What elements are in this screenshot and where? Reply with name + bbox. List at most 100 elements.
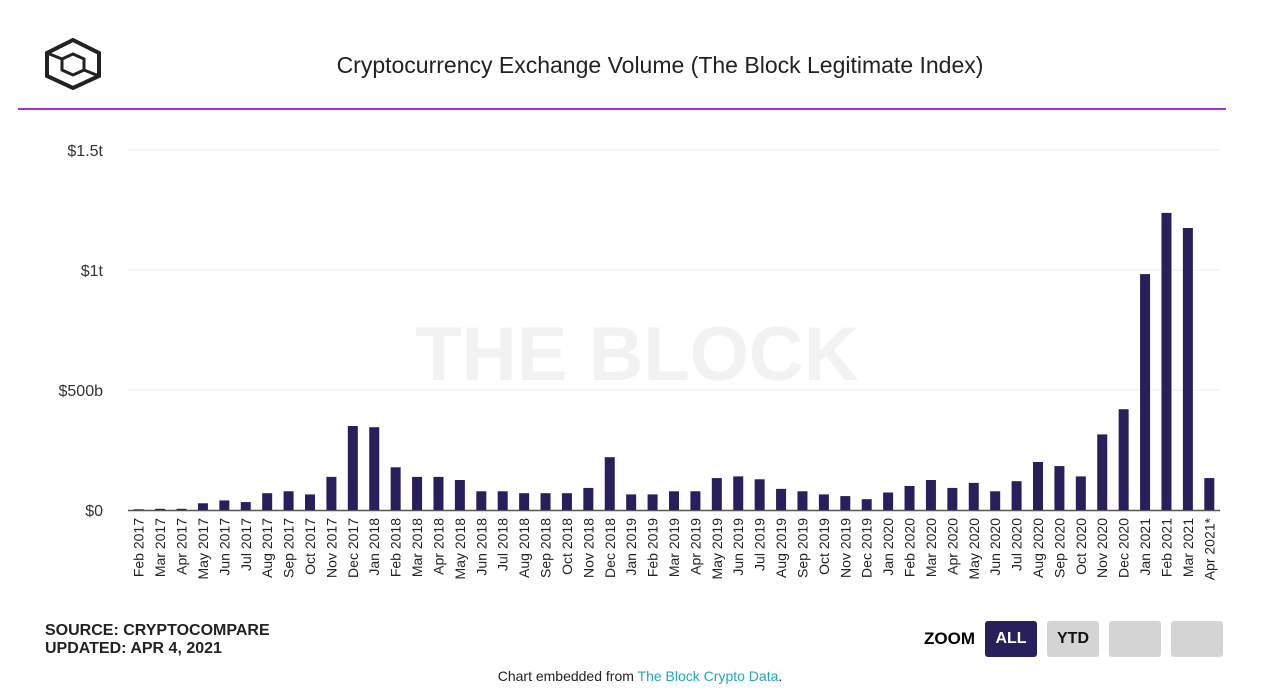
updated-label: UPDATED: APR 4, 2021 bbox=[45, 640, 222, 657]
x-tick-label: Mar 2019 bbox=[666, 518, 682, 577]
x-tick-label: Jul 2018 bbox=[495, 518, 511, 571]
x-tick-label: Dec 2019 bbox=[859, 518, 875, 578]
bar[interactable] bbox=[883, 492, 894, 510]
title-divider bbox=[18, 108, 1226, 110]
zoom-ytd-button[interactable]: YTD bbox=[1047, 621, 1099, 657]
bar[interactable] bbox=[1118, 409, 1129, 510]
embed-note: Chart embedded from The Block Crypto Dat… bbox=[0, 668, 1280, 684]
bar[interactable] bbox=[733, 476, 744, 510]
x-tick-label: May 2020 bbox=[966, 518, 982, 580]
bar[interactable] bbox=[690, 491, 701, 510]
zoom-button-3[interactable] bbox=[1109, 621, 1161, 657]
x-tick-label: Jan 2020 bbox=[880, 518, 896, 576]
bar[interactable] bbox=[711, 478, 722, 510]
bar[interactable] bbox=[240, 502, 251, 510]
bar[interactable] bbox=[133, 509, 144, 510]
y-tick-label: $0 bbox=[85, 503, 103, 520]
x-tick-label: Jun 2018 bbox=[473, 518, 489, 576]
x-tick-label: Jan 2021 bbox=[1137, 518, 1153, 576]
bar[interactable] bbox=[647, 494, 658, 510]
bar[interactable] bbox=[476, 491, 487, 510]
the-block-data-link[interactable]: The Block Crypto Data bbox=[637, 668, 779, 684]
bar[interactable] bbox=[1075, 476, 1086, 510]
bar[interactable] bbox=[776, 488, 787, 510]
bar[interactable] bbox=[604, 457, 615, 510]
bar[interactable] bbox=[1204, 478, 1215, 510]
bar[interactable] bbox=[1161, 212, 1172, 510]
x-tick-label: Aug 2018 bbox=[516, 518, 532, 578]
bar[interactable] bbox=[326, 476, 337, 510]
y-tick-label: $1.5t bbox=[67, 143, 103, 160]
chart-title: Cryptocurrency Exchange Volume (The Bloc… bbox=[336, 52, 984, 78]
x-tick-label: Apr 2017 bbox=[174, 518, 190, 575]
bar[interactable] bbox=[904, 486, 915, 510]
x-tick-label: Aug 2017 bbox=[259, 518, 275, 578]
bar[interactable] bbox=[454, 480, 465, 510]
bar[interactable] bbox=[840, 496, 851, 510]
bar[interactable] bbox=[390, 467, 401, 510]
bar[interactable] bbox=[305, 494, 315, 510]
bar[interactable] bbox=[197, 503, 208, 510]
bar[interactable] bbox=[1011, 481, 1022, 510]
x-tick-label: Oct 2019 bbox=[816, 518, 832, 575]
bar[interactable] bbox=[219, 500, 230, 510]
zoom-button-4[interactable] bbox=[1171, 621, 1223, 657]
bar[interactable] bbox=[1033, 462, 1043, 510]
bar[interactable] bbox=[540, 493, 551, 510]
bar[interactable] bbox=[1140, 274, 1151, 510]
x-tick-label: May 2019 bbox=[709, 518, 725, 580]
bar[interactable] bbox=[1097, 434, 1108, 510]
x-tick-label: Jul 2017 bbox=[238, 518, 254, 571]
bar[interactable] bbox=[583, 487, 594, 510]
watermark: THE BLOCK bbox=[415, 312, 858, 397]
x-tick-label: Jun 2020 bbox=[987, 518, 1003, 576]
x-tick-label: Feb 2020 bbox=[902, 518, 918, 577]
x-tick-label: Jun 2017 bbox=[216, 518, 232, 576]
bar[interactable] bbox=[1054, 466, 1065, 510]
x-tick-label: Jan 2019 bbox=[623, 518, 639, 576]
x-tick-label: Jul 2019 bbox=[752, 518, 768, 571]
x-tick-label: Mar 2018 bbox=[409, 518, 425, 577]
x-tick-label: Oct 2020 bbox=[1073, 518, 1089, 575]
x-tick-label: Jul 2020 bbox=[1009, 518, 1025, 571]
bar[interactable] bbox=[754, 479, 765, 510]
bar[interactable] bbox=[1182, 228, 1193, 510]
bar[interactable] bbox=[626, 494, 637, 510]
x-tick-label: Nov 2017 bbox=[323, 518, 339, 578]
bar[interactable] bbox=[561, 493, 572, 510]
x-tick-label: Sep 2019 bbox=[794, 518, 810, 578]
bar[interactable] bbox=[990, 491, 1001, 510]
bar[interactable] bbox=[369, 427, 380, 510]
bar[interactable] bbox=[797, 491, 808, 510]
bar[interactable] bbox=[947, 487, 958, 510]
bar[interactable] bbox=[818, 494, 829, 510]
x-tick-label: Apr 2018 bbox=[430, 518, 446, 575]
x-tick-label: Aug 2020 bbox=[1030, 518, 1046, 578]
x-tick-label: Mar 2017 bbox=[152, 518, 168, 577]
source-label: SOURCE: CRYPTOCOMPARE bbox=[45, 622, 270, 639]
x-tick-label: Oct 2018 bbox=[559, 518, 575, 575]
x-tick-label: Dec 2020 bbox=[1116, 518, 1132, 578]
zoom-all-button[interactable]: ALL bbox=[985, 621, 1037, 657]
x-tick-label: Nov 2020 bbox=[1094, 518, 1110, 578]
bar[interactable] bbox=[433, 476, 444, 510]
x-tick-label: Dec 2017 bbox=[345, 518, 361, 578]
x-tick-label: Apr 2021* bbox=[1201, 517, 1217, 580]
x-tick-label: Feb 2021 bbox=[1158, 518, 1174, 577]
x-tick-label: Sep 2020 bbox=[1051, 518, 1067, 578]
x-tick-label: Mar 2021 bbox=[1180, 518, 1196, 577]
bar[interactable] bbox=[412, 476, 423, 510]
y-tick-label: $500b bbox=[59, 383, 104, 400]
bar[interactable] bbox=[519, 493, 530, 510]
bar[interactable] bbox=[176, 508, 187, 510]
bar[interactable] bbox=[669, 491, 679, 510]
bar[interactable] bbox=[283, 491, 294, 510]
bar[interactable] bbox=[262, 493, 273, 510]
bar[interactable] bbox=[968, 482, 979, 510]
bar[interactable] bbox=[347, 426, 358, 510]
bar[interactable] bbox=[861, 499, 872, 510]
x-tick-label: Sep 2018 bbox=[538, 518, 554, 578]
bar[interactable] bbox=[497, 491, 508, 510]
bar[interactable] bbox=[925, 480, 936, 510]
bar[interactable] bbox=[155, 508, 166, 510]
